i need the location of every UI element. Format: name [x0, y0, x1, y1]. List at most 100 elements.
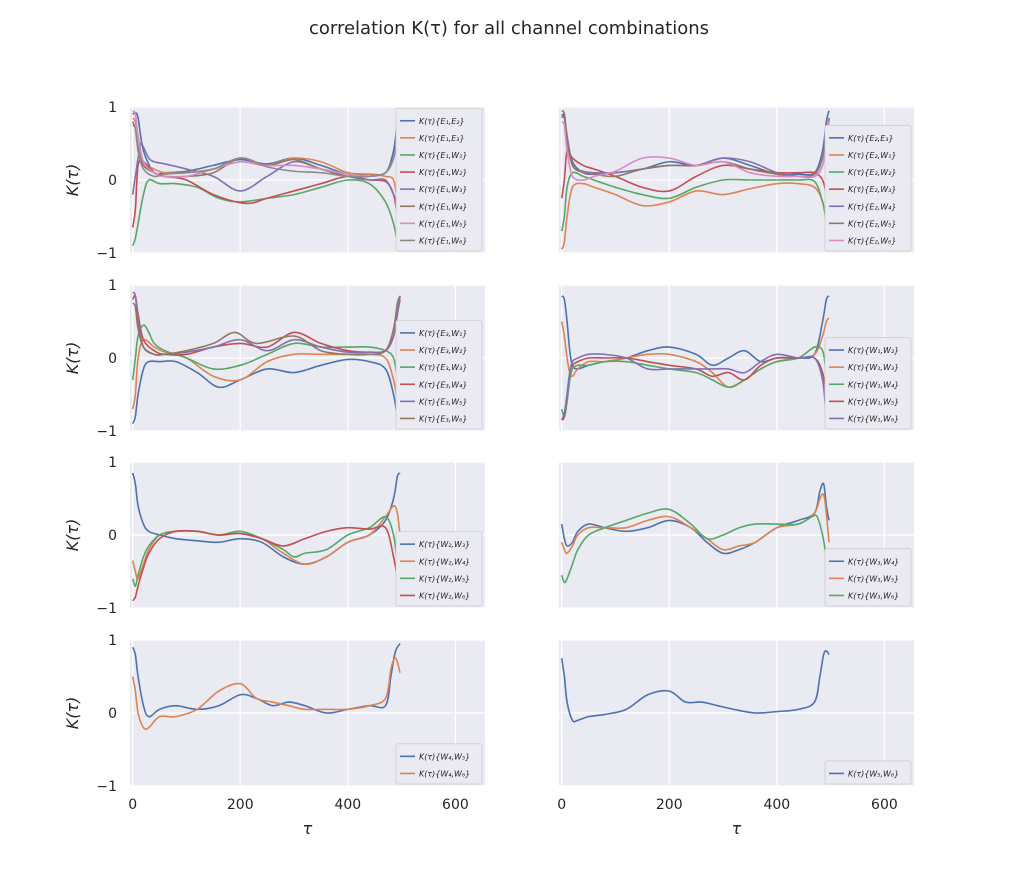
legend-frame: [395, 531, 483, 607]
legend-frame: [824, 124, 912, 252]
subplot-2: K(τ){E₂,E₃} K(τ){E₂,W₁} K(τ){E₂,W₂} K(τ){E₂…: [559, 106, 914, 254]
legend-frame: [395, 107, 483, 252]
legend-entry: K(τ){E₂,W₂}: [848, 168, 896, 177]
series-group: [560, 482, 830, 584]
series-line-5: [131, 142, 401, 210]
subplot-grid: −1 0 1 K(τ) K(τ){E₁,E₂} K(τ){E₁,E₃} K(τ){E₁,W₁…: [63, 100, 914, 838]
legend-entry: K(τ){E₃,W₁}: [419, 329, 467, 338]
x-axis-label: τ: [732, 819, 742, 838]
series-line-1: [561, 110, 830, 176]
legend: K(τ){E₃,W₁} K(τ){E₃,W₂} K(τ){E₃,W₃} K(τ){E₃…: [395, 319, 483, 430]
y-tick-label: 1: [108, 633, 117, 649]
x-tick-label: 200: [656, 797, 683, 813]
legend-frame: [395, 319, 483, 430]
legend-entry: K(τ){W₂,W₃}: [419, 540, 470, 549]
subplot-5: −1 0 1 K(τ) K(τ){W₂,W₃} K(τ){W₂,W₄} K(τ){W₂,W₅…: [63, 455, 485, 617]
y-tick-label: −1: [96, 246, 117, 262]
legend-entry: K(τ){E₁,W₄}: [419, 202, 467, 211]
series-line-6: [132, 295, 401, 356]
legend-entry: K(τ){W₄,W₆}: [419, 769, 470, 778]
legend-entry: K(τ){E₁,E₂}: [419, 117, 465, 126]
series-line-8: [132, 114, 401, 178]
series-line-1: [560, 650, 830, 723]
y-tick-label: 0: [108, 706, 117, 722]
legend-entry: K(τ){E₂,W₁}: [848, 151, 896, 160]
legend-entry: K(τ){E₃,W₃}: [419, 363, 467, 372]
legend-entry: K(τ){W₃,W₄}: [848, 557, 899, 566]
series-line-1: [131, 643, 401, 718]
legend-entry: K(τ){W₁,W₆}: [848, 414, 899, 423]
x-axis-label: τ: [303, 819, 313, 838]
series-group: [131, 643, 401, 730]
legend-entry: K(τ){W₃,W₅}: [848, 574, 899, 583]
legend-entry: K(τ){E₁,W₅}: [419, 219, 467, 228]
y-axis-label: K(τ): [63, 342, 82, 375]
series-group: [560, 650, 830, 723]
y-tick-label: 0: [108, 351, 117, 367]
legend-entry: K(τ){W₁,W₃}: [848, 363, 899, 372]
legend-entry: K(τ){E₃,W₆}: [419, 414, 467, 423]
legend: K(τ){W₂,W₃} K(τ){W₂,W₄} K(τ){W₂,W₅} K(τ){W₂…: [395, 531, 483, 607]
legend-entry: K(τ){E₂,W₆}: [848, 236, 896, 245]
figure-title: correlation K(τ) for all channel combina…: [309, 18, 709, 39]
subplot-3: −1 0 1 K(τ) K(τ){E₃,W₁} K(τ){E₃,W₂} K(τ){E₃,W₃…: [63, 278, 485, 440]
y-axis-label: K(τ): [63, 697, 82, 730]
legend-frame: [395, 743, 483, 785]
y-tick-label: −1: [96, 424, 117, 440]
subplot-6: K(τ){W₃,W₄} K(τ){W₃,W₅} K(τ){W₃,W₆}: [559, 461, 914, 609]
legend-entry: K(τ){E₁,E₃}: [419, 134, 465, 143]
y-tick-label: −1: [96, 779, 117, 795]
legend-entry: K(τ){E₂,W₃}: [848, 185, 896, 194]
legend-frame: [824, 337, 912, 430]
x-tick-label: 0: [128, 797, 137, 813]
legend-entry: K(τ){W₄,W₅}: [419, 752, 470, 761]
legend-entry: K(τ){W₅,W₆}: [848, 769, 899, 778]
legend: K(τ){W₃,W₄} K(τ){W₃,W₅} K(τ){W₃,W₆}: [824, 548, 912, 607]
legend-entry: K(τ){E₁,W₃}: [419, 185, 467, 194]
legend-entry: K(τ){E₁,W₁}: [419, 151, 467, 160]
series-group: [131, 472, 401, 602]
legend-entry: K(τ){E₁,W₂}: [419, 168, 467, 177]
legend: K(τ){E₁,E₂} K(τ){E₁,E₃} K(τ){E₁,W₁} K(τ){E₁…: [395, 107, 483, 252]
legend-entry: K(τ){E₁,W₆}: [419, 236, 467, 245]
series-line-6: [561, 109, 830, 178]
y-tick-label: 0: [108, 173, 117, 189]
series-line-1: [561, 295, 830, 370]
y-axis-label: K(τ): [63, 519, 82, 552]
legend: K(τ){W₄,W₅} K(τ){W₄,W₆}: [395, 743, 483, 785]
series-group: [131, 110, 401, 247]
y-axis-label: K(τ): [63, 164, 82, 197]
series-line-4: [132, 525, 401, 602]
x-tick-label: 200: [227, 797, 254, 813]
legend: K(τ){W₁,W₂} K(τ){W₁,W₃} K(τ){W₁,W₄} K(τ){W₁…: [824, 337, 912, 430]
series-line-3: [560, 345, 830, 418]
legend-frame: [824, 760, 912, 785]
legend-entry: K(τ){W₂,W₄}: [419, 557, 470, 566]
series-line-2: [131, 338, 401, 417]
legend-entry: K(τ){E₃,W₄}: [419, 380, 467, 389]
y-tick-label: −1: [96, 601, 117, 617]
y-tick-label: 1: [108, 455, 117, 471]
subplot-4: K(τ){W₁,W₂} K(τ){W₁,W₃} K(τ){W₁,W₄} K(τ){W₁…: [559, 284, 914, 432]
y-tick-label: 1: [108, 100, 117, 116]
series-line-7: [561, 120, 830, 181]
legend-entry: K(τ){E₂,W₄}: [848, 202, 896, 211]
legend-entry: K(τ){E₃,W₅}: [419, 397, 467, 406]
legend-entry: K(τ){W₁,W₂}: [848, 346, 899, 355]
series-line-3: [560, 508, 830, 584]
series-group: [560, 109, 830, 250]
x-tick-label: 0: [557, 797, 566, 813]
legend: K(τ){W₅,W₆}: [824, 760, 912, 785]
x-tick-label: 600: [442, 797, 469, 813]
legend-entry: K(τ){W₁,W₄}: [848, 380, 899, 389]
x-tick-label: 600: [871, 797, 898, 813]
legend-entry: K(τ){W₂,W₆}: [419, 591, 470, 600]
legend-entry: K(τ){E₃,W₂}: [419, 346, 467, 355]
subplot-1: −1 0 1 K(τ) K(τ){E₁,E₂} K(τ){E₁,E₃} K(τ){E₁,W₁…: [63, 100, 485, 262]
subplot-8: 0 200 400 600 τ K(τ){W₅,W₆}: [557, 639, 914, 838]
legend-frame: [824, 548, 912, 607]
x-tick-label: 400: [334, 797, 361, 813]
series-line-2: [131, 657, 401, 730]
series-line-3: [131, 178, 401, 247]
